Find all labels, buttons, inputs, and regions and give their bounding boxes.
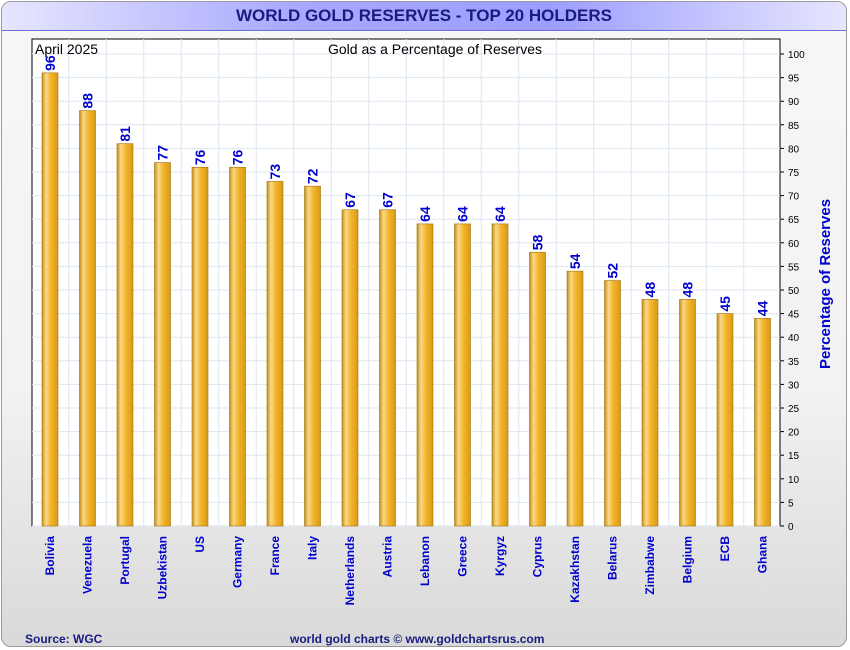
category-label: Germany — [231, 536, 245, 588]
bar-venezuela — [79, 110, 96, 527]
category-label: Cyprus — [531, 536, 545, 578]
y-tick-label: 70 — [788, 192, 800, 203]
category-label: Belarus — [606, 536, 620, 580]
category-label: Netherlands — [343, 536, 357, 606]
y-tick-label: 75 — [788, 168, 800, 179]
category-label: France — [268, 536, 282, 576]
value-label: 76 — [192, 149, 208, 165]
value-label: 64 — [455, 206, 471, 222]
category-label: Greece — [456, 536, 470, 577]
y-tick-label: 55 — [788, 262, 800, 273]
value-label: 64 — [492, 206, 508, 222]
value-label: 76 — [230, 149, 246, 165]
value-label: 64 — [417, 206, 433, 222]
y-tick-label: 95 — [788, 74, 800, 85]
y-tick-label: 5 — [788, 498, 794, 509]
value-label: 81 — [117, 126, 133, 142]
category-label: Ghana — [756, 536, 770, 574]
category-label: Belgium — [681, 536, 695, 583]
y-tick-label: 20 — [788, 428, 800, 439]
bar-greece — [454, 223, 471, 527]
bar-italy — [304, 185, 321, 527]
y-tick-label: 100 — [788, 50, 805, 61]
category-label: Bolivia — [43, 536, 57, 576]
date-label: April 2025 — [35, 41, 98, 57]
category-label: Italy — [306, 536, 320, 560]
bar-lebanon — [416, 223, 434, 527]
bar-belarus — [604, 280, 621, 527]
y-tick-label: 35 — [788, 357, 800, 368]
y-tick-label: 25 — [788, 404, 800, 415]
category-label: Austria — [381, 536, 395, 578]
y-tick-label: 50 — [788, 286, 800, 297]
bar-cyprus — [529, 251, 546, 527]
bar-ghana — [754, 318, 771, 527]
y-tick-label: 65 — [788, 215, 800, 226]
y-tick-label: 45 — [788, 310, 800, 321]
y-tick-label: 90 — [788, 97, 800, 108]
bar-ecb — [716, 313, 734, 527]
value-label: 45 — [717, 296, 733, 312]
y-tick-label: 40 — [788, 333, 800, 344]
bar-austria — [379, 209, 396, 527]
credit-label: world gold charts © www.goldchartsrus.co… — [290, 632, 545, 646]
value-label: 44 — [755, 301, 771, 317]
bar-bolivia — [41, 72, 59, 527]
bar-france — [266, 181, 284, 527]
y-tick-label: 60 — [788, 239, 800, 250]
value-label: 48 — [642, 282, 658, 298]
value-label: 73 — [267, 164, 283, 180]
category-label: Kazakhstan — [568, 536, 582, 603]
y-tick-label: 10 — [788, 475, 800, 486]
category-label: Zimbabwe — [643, 536, 657, 595]
source-label: Source: WGC — [25, 632, 103, 646]
value-label: 77 — [155, 145, 171, 161]
bars — [41, 72, 771, 527]
y-tick-label: 85 — [788, 121, 800, 132]
value-label: 52 — [605, 263, 621, 279]
value-label: 58 — [530, 234, 546, 250]
bar-us — [191, 166, 209, 527]
chart-title: Gold as a Percentage of Reserves — [328, 41, 542, 57]
value-label: 48 — [680, 282, 696, 298]
category-label: US — [193, 536, 207, 553]
value-label: 88 — [80, 93, 96, 109]
bar-zimbabwe — [641, 299, 659, 527]
bar-kyrgyz — [491, 223, 509, 527]
category-label: Uzbekistan — [156, 536, 170, 599]
value-label: 96 — [42, 55, 58, 71]
bar-kazakhstan — [566, 270, 584, 527]
bar-germany — [229, 166, 246, 527]
bar-netherlands — [341, 209, 359, 527]
category-label: Kyrgyz — [493, 536, 507, 576]
labels: 96 Bolivia 88 Venezuela 81 Portugal 77 Uzbekist… — [42, 55, 771, 605]
y-tick-label: 15 — [788, 451, 800, 462]
category-label: Venezuela — [81, 536, 95, 594]
page-title: WORLD GOLD RESERVES - TOP 20 HOLDERS — [2, 2, 846, 31]
category-label: Portugal — [118, 536, 132, 585]
y-axis-label: Percentage of Reserves — [817, 199, 834, 369]
y-tick-label: 0 — [788, 522, 794, 533]
category-label: ECB — [718, 536, 732, 562]
category-label: Lebanon — [418, 536, 432, 586]
bar-uzbekistan — [154, 162, 171, 527]
value-label: 67 — [380, 192, 396, 208]
y-tick-label: 80 — [788, 144, 800, 155]
y-ticks: 0 5 10 15 20 25 30 35 40 45 50 55 60 65 70 75 80 85 90 95 10… — [780, 50, 805, 533]
bar-belgium — [679, 299, 696, 527]
value-label: 72 — [305, 168, 321, 184]
value-label: 67 — [342, 192, 358, 208]
y-tick-label: 30 — [788, 380, 800, 391]
bar-portugal — [116, 143, 134, 527]
value-label: 54 — [567, 253, 583, 269]
